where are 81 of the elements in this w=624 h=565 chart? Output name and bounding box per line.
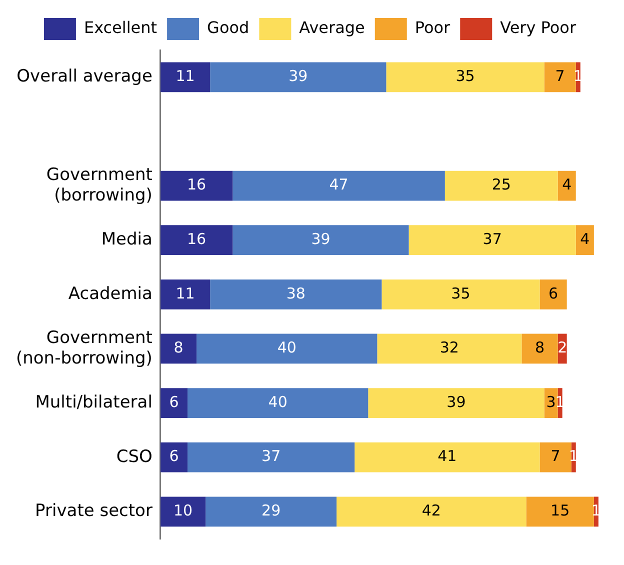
data-label: 1 (568, 447, 578, 466)
y-tick-label: Government (non-borrowing) (16, 328, 153, 368)
bar (558, 170, 576, 201)
bar (160, 442, 188, 472)
bar (196, 334, 378, 364)
data-label: 8 (174, 338, 184, 357)
legend-label: Very Poor (500, 18, 576, 38)
bar (160, 496, 206, 527)
bar (540, 279, 567, 310)
y-tick-label: Overall average (16, 66, 152, 87)
data-label: 4 (562, 176, 572, 194)
data-label: 37 (482, 230, 502, 248)
data-label: 2 (558, 338, 568, 357)
bar (232, 170, 445, 201)
data-label: 16 (187, 176, 206, 194)
data-label: 35 (456, 67, 475, 86)
y-tick-label: Government (borrowing) (46, 165, 153, 206)
data-label: 6 (548, 284, 558, 302)
y-tick-label: Private sector (35, 501, 152, 522)
bar (540, 442, 572, 472)
data-label: 37 (262, 447, 281, 466)
data-label: 29 (262, 502, 281, 520)
data-label: 1 (591, 502, 601, 520)
data-label: 16 (187, 230, 206, 248)
data-label: 25 (492, 176, 511, 194)
data-label: 3 (546, 392, 556, 411)
data-label: 7 (550, 447, 560, 466)
data-label: 1 (573, 67, 583, 86)
legend-label: Good (207, 18, 250, 38)
data-label: 35 (451, 284, 470, 302)
data-label: 42 (422, 502, 441, 520)
bar (544, 62, 576, 92)
legend-label: Poor (414, 18, 451, 38)
data-label: 8 (534, 338, 545, 357)
bar (576, 225, 594, 256)
data-label: 11 (176, 67, 195, 86)
data-label: 10 (173, 502, 193, 520)
bar (526, 496, 594, 527)
data-label: 40 (268, 392, 288, 411)
bar (444, 170, 558, 201)
bar (382, 279, 540, 310)
bar (210, 62, 386, 92)
bar (386, 62, 544, 92)
bar (160, 279, 210, 310)
data-label: 32 (440, 338, 459, 357)
data-label: 11 (176, 284, 195, 302)
bar (210, 279, 382, 310)
bar (188, 388, 368, 418)
y-tick-label: Media (101, 230, 152, 250)
legend-label: Average (299, 18, 365, 38)
bar (522, 334, 558, 364)
data-label: 47 (329, 176, 348, 194)
bar (354, 442, 540, 472)
bar (160, 334, 197, 364)
data-label: 39 (288, 67, 308, 86)
bar (160, 62, 210, 92)
y-tick-label: Academia (68, 284, 152, 304)
bar (336, 496, 526, 527)
bar (160, 225, 233, 256)
data-label: 6 (169, 447, 179, 466)
data-label: 4 (580, 230, 590, 248)
bar (232, 225, 409, 256)
data-label: 40 (277, 338, 296, 357)
y-tick-label: CSO (116, 446, 152, 467)
data-label: 6 (169, 392, 179, 411)
bar (206, 496, 337, 527)
data-label: 7 (555, 67, 565, 86)
bar (377, 334, 522, 364)
y-tick-label: Multi/bilateral (35, 392, 152, 412)
data-label: 39 (446, 392, 466, 411)
data-label: 39 (311, 230, 330, 248)
bar (188, 442, 355, 472)
bar (160, 170, 233, 201)
data-label: 15 (550, 502, 570, 520)
bar (160, 388, 188, 418)
bar (408, 225, 576, 256)
data-label: 41 (438, 447, 457, 466)
data-label: 1 (555, 392, 565, 411)
data-label: 38 (286, 284, 306, 302)
bar (368, 388, 544, 418)
legend-label: Excellent (84, 18, 158, 38)
